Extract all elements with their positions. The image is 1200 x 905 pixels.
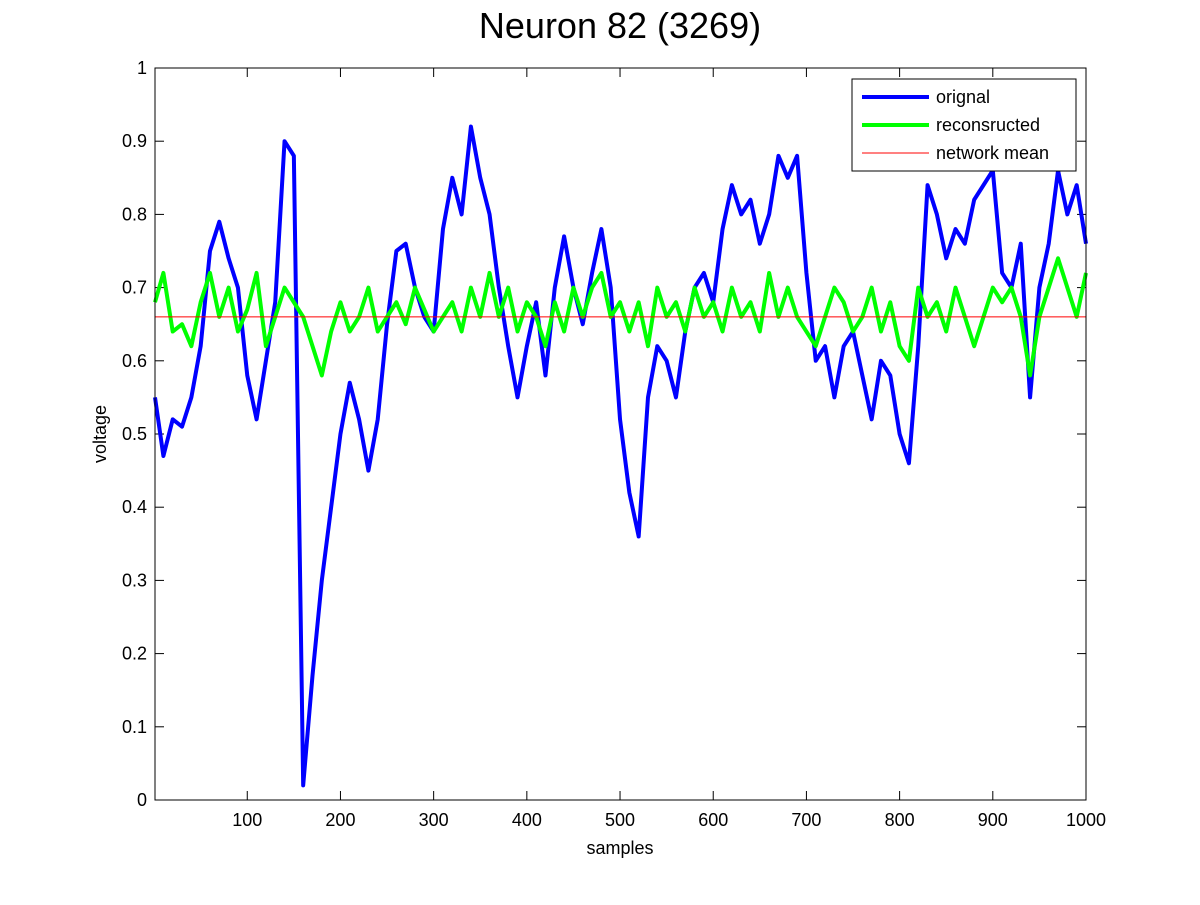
chart-title: Neuron 82 (3269) — [479, 5, 761, 46]
x-tick-label: 800 — [885, 810, 915, 830]
y-axis-label: voltage — [90, 405, 110, 463]
x-tick-label: 600 — [698, 810, 728, 830]
y-tick-label: 0.7 — [122, 278, 147, 298]
y-tick-label: 0.3 — [122, 570, 147, 590]
y-tick-label: 0 — [137, 790, 147, 810]
x-tick-label: 700 — [791, 810, 821, 830]
y-tick-label: 0.5 — [122, 424, 147, 444]
x-tick-label: 100 — [232, 810, 262, 830]
x-tick-label: 400 — [512, 810, 542, 830]
x-tick-label: 500 — [605, 810, 635, 830]
y-tick-label: 1 — [137, 58, 147, 78]
legend: orignal reconsructed network mean — [851, 78, 1077, 172]
y-tick-label: 0.9 — [122, 131, 147, 151]
y-tick-label: 0.1 — [122, 717, 147, 737]
x-tick-label: 200 — [325, 810, 355, 830]
x-tick-label: 1000 — [1066, 810, 1106, 830]
data-line — [153, 124, 1088, 788]
x-axis-label: samples — [586, 838, 653, 858]
legend-label: orignal — [936, 87, 990, 107]
legend-label: reconsructed — [936, 115, 1040, 135]
y-tick-label: 0.6 — [122, 351, 147, 371]
y-tick-label: 0.4 — [122, 497, 147, 517]
plot-frame — [154, 67, 1087, 801]
x-tick-label: 300 — [419, 810, 449, 830]
y-tick-label: 0.8 — [122, 204, 147, 224]
data-line — [153, 256, 1088, 378]
x-tick-label: 900 — [978, 810, 1008, 830]
legend-label: network mean — [936, 143, 1049, 163]
y-tick-label: 0.2 — [122, 644, 147, 664]
